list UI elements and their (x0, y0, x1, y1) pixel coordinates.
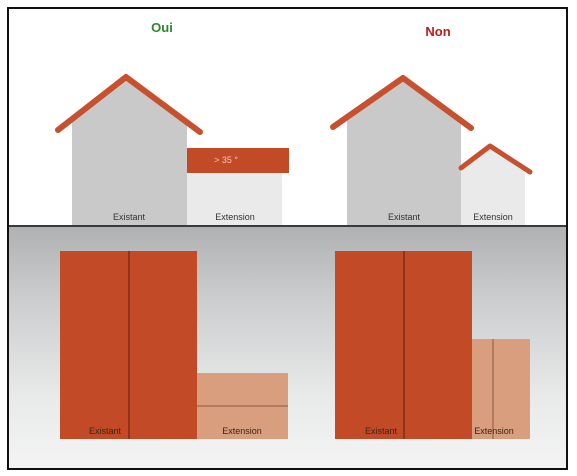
left-plan (60, 251, 288, 439)
label-left-existing: Existant (112, 212, 146, 222)
right-plan (335, 251, 530, 439)
ground-line (9, 225, 566, 227)
verdict-yes: Oui (151, 20, 173, 35)
right-extension-house (461, 148, 525, 225)
right-existing-house (347, 79, 461, 225)
right-extension-roof (458, 143, 533, 175)
right-plan-extension (472, 339, 530, 439)
left-existing-roof (55, 74, 203, 135)
label-right-extension: Extension (473, 212, 513, 222)
left-elevation (55, 74, 289, 225)
plan-label-left-extension: Extension (222, 426, 262, 436)
left-extension-wall (187, 173, 282, 225)
roof-angle-label: > 35 ° (214, 155, 238, 165)
right-elevation (330, 75, 533, 225)
plan-label-right-existing: Existant (364, 426, 398, 436)
diagram-scene (55, 74, 533, 439)
right-existing-roof (330, 75, 474, 131)
left-existing-house (72, 79, 187, 225)
label-right-existing: Existant (387, 212, 421, 222)
left-extension-flat-roof (187, 148, 289, 173)
label-left-extension: Extension (215, 212, 255, 222)
diagram-frame: Oui Non > 35 (7, 7, 568, 470)
plan-label-right-extension: Extension (474, 426, 514, 436)
verdict-no: Non (425, 24, 451, 39)
plan-label-left-existing: Existant (88, 426, 122, 436)
